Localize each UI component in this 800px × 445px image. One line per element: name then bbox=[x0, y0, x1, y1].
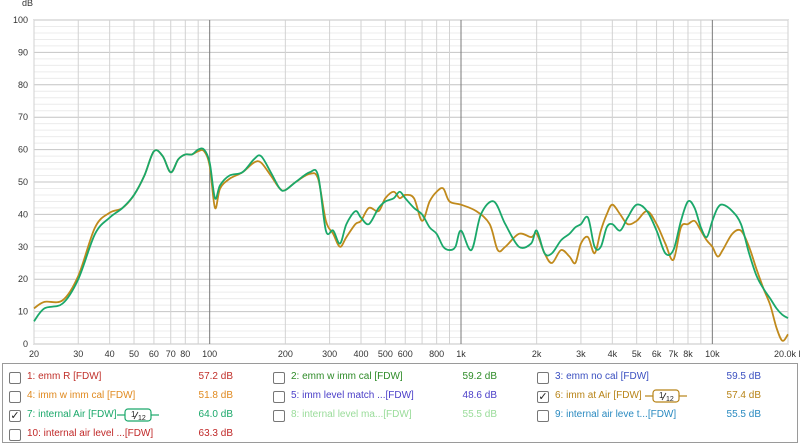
grid bbox=[33, 19, 789, 345]
legend-value: 48.6 dB bbox=[462, 390, 497, 401]
x-tick-label: 6k bbox=[652, 349, 662, 359]
legend-item: 9: internal air leve t...[FDW] 55.5 dB bbox=[531, 406, 793, 426]
legend-value: 64.0 dB bbox=[198, 409, 233, 420]
legend-item: ✓ 7: internal Air [FDW] 1 12 64.0 dB bbox=[3, 406, 265, 426]
x-axis-ticks: 20 30 40 50 60 70 80 100 200 300 400 500 600 800 1k 2k 3… bbox=[29, 349, 800, 359]
legend-checkbox[interactable] bbox=[9, 429, 21, 441]
svg-text:1: 1 bbox=[659, 391, 664, 400]
legend-item: 8: internal level ma...[FDW] 55.5 dB bbox=[267, 406, 529, 426]
x-tick-label: 3k bbox=[576, 349, 586, 359]
y-tick-label: 50 bbox=[18, 177, 28, 187]
y-tick-label: 10 bbox=[18, 307, 28, 317]
x-tick-label: 40 bbox=[105, 349, 115, 359]
y-tick-label: 30 bbox=[18, 242, 28, 252]
legend-value: 57.2 dB bbox=[198, 371, 233, 382]
svg-text:1: 1 bbox=[131, 410, 136, 419]
legend-label: 5: imm level match ...[FDW] bbox=[291, 390, 414, 401]
x-tick-label: 600 bbox=[398, 349, 413, 359]
legend-checkbox[interactable] bbox=[9, 372, 21, 384]
legend-label: 1: emm R [FDW] bbox=[27, 371, 102, 382]
svg-text:12: 12 bbox=[138, 415, 146, 422]
y-axis-ticks: 0 10 20 30 40 50 60 70 80 90 100 bbox=[13, 15, 28, 349]
y-tick-label: 60 bbox=[18, 145, 28, 155]
x-tick-label: 300 bbox=[322, 349, 337, 359]
legend-panel: 1: emm R [FDW] 57.2 dB 2: emm w imm cal [F… bbox=[2, 363, 798, 443]
x-tick-label: 20.0k Hz bbox=[774, 349, 800, 359]
legend-checkbox[interactable] bbox=[273, 410, 285, 422]
legend-checkbox[interactable] bbox=[537, 372, 549, 384]
x-tick-label: 400 bbox=[353, 349, 368, 359]
smoothing-badge[interactable]: 1 12 bbox=[117, 408, 159, 422]
x-tick-label: 500 bbox=[378, 349, 393, 359]
x-tick-label: 50 bbox=[129, 349, 139, 359]
legend-label: 7: internal Air [FDW] bbox=[27, 409, 117, 420]
x-tick-label: 800 bbox=[429, 349, 444, 359]
legend-checkbox[interactable] bbox=[537, 410, 549, 422]
x-tick-label: 2k bbox=[532, 349, 542, 359]
series-lines bbox=[33, 147, 789, 342]
legend-label: 4: imm w imm cal [FDW] bbox=[27, 390, 136, 401]
x-tick-label: 80 bbox=[180, 349, 190, 359]
frequency-response-chart: 0 10 20 30 40 50 60 70 80 90 100 20 30 40 50 60 70 80 100… bbox=[13, 0, 800, 359]
legend-checkbox[interactable] bbox=[273, 391, 285, 403]
x-tick-label: 1k bbox=[456, 349, 466, 359]
x-tick-label: 10k bbox=[705, 349, 720, 359]
smoothing-badge[interactable]: 1 12 bbox=[645, 389, 687, 403]
legend-item: 1: emm R [FDW] 57.2 dB bbox=[3, 368, 265, 388]
legend-label: 8: internal level ma...[FDW] bbox=[291, 409, 412, 420]
x-tick-label: 30 bbox=[73, 349, 83, 359]
y-tick-label: 90 bbox=[18, 47, 28, 57]
legend-value: 55.5 dB bbox=[726, 409, 761, 420]
legend-checkbox[interactable]: ✓ bbox=[9, 410, 21, 422]
legend-value: 63.3 dB bbox=[198, 428, 233, 439]
legend-value: 59.5 dB bbox=[726, 371, 761, 382]
legend-checkbox[interactable] bbox=[9, 391, 21, 403]
legend-label: 3: emm no cal [FDW] bbox=[555, 371, 649, 382]
x-tick-label: 4k bbox=[608, 349, 618, 359]
x-tick-label: 70 bbox=[166, 349, 176, 359]
x-tick-label: 7k bbox=[669, 349, 679, 359]
legend-item: 2: emm w imm cal [FDW] 59.2 dB bbox=[267, 368, 529, 388]
series-line bbox=[33, 149, 789, 342]
legend-item: 10: internal air level ...[FDW] 63.3 dB bbox=[3, 425, 265, 445]
legend-item: 3: emm no cal [FDW] 59.5 dB bbox=[531, 368, 793, 388]
legend-value: 51.8 dB bbox=[198, 390, 233, 401]
x-tick-label: 60 bbox=[149, 349, 159, 359]
legend-value: 57.4 dB bbox=[726, 390, 761, 401]
legend-label: 9: internal air leve t...[FDW] bbox=[555, 409, 677, 420]
x-tick-label: 5k bbox=[632, 349, 642, 359]
x-tick-label: 20 bbox=[29, 349, 39, 359]
legend-item: 4: imm w imm cal [FDW] 51.8 dB bbox=[3, 387, 265, 407]
y-tick-label: 100 bbox=[13, 15, 28, 25]
legend-item: 5: imm level match ...[FDW] 48.6 dB bbox=[267, 387, 529, 407]
legend-label: 10: internal air level ...[FDW] bbox=[27, 428, 154, 439]
y-tick-label: 0 bbox=[23, 339, 28, 349]
svg-text:12: 12 bbox=[666, 396, 674, 403]
legend-label: 2: emm w imm cal [FDW] bbox=[291, 371, 403, 382]
x-tick-label: 100 bbox=[202, 349, 217, 359]
legend-value: 55.5 dB bbox=[462, 409, 497, 420]
legend-checkbox[interactable] bbox=[273, 372, 285, 384]
y-tick-label: 70 bbox=[18, 112, 28, 122]
legend-item: ✓ 6: imm at Air [FDW] 1 12 57.4 dB bbox=[531, 387, 793, 407]
x-tick-label: 8k bbox=[683, 349, 693, 359]
legend-checkbox[interactable]: ✓ bbox=[537, 391, 549, 403]
legend-label: 6: imm at Air [FDW] bbox=[555, 390, 642, 401]
x-tick-label: 200 bbox=[278, 349, 293, 359]
y-tick-label: 20 bbox=[18, 274, 28, 284]
series-line bbox=[33, 147, 789, 322]
y-tick-label: 80 bbox=[18, 80, 28, 90]
y-axis-label: dB bbox=[22, 0, 33, 8]
legend-value: 59.2 dB bbox=[462, 371, 497, 382]
y-tick-label: 40 bbox=[18, 209, 28, 219]
